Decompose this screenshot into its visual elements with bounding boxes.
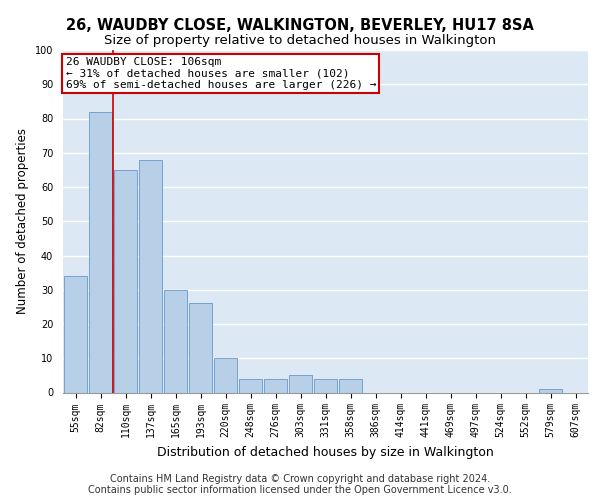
Bar (339, 379, 362, 392)
Bar (539, 389, 562, 392)
Bar (139, 160, 162, 392)
Y-axis label: Number of detached properties: Number of detached properties (16, 128, 29, 314)
Text: Contains HM Land Registry data © Crown copyright and database right 2024.: Contains HM Land Registry data © Crown c… (110, 474, 490, 484)
X-axis label: Distribution of detached houses by size in Walkington: Distribution of detached houses by size … (157, 446, 494, 459)
Text: Size of property relative to detached houses in Walkington: Size of property relative to detached ho… (104, 34, 496, 47)
Bar (289, 376, 312, 392)
Text: 26 WAUDBY CLOSE: 106sqm
← 31% of detached houses are smaller (102)
69% of semi-d: 26 WAUDBY CLOSE: 106sqm ← 31% of detache… (65, 57, 376, 90)
Bar (164, 290, 187, 392)
Bar (114, 170, 137, 392)
Text: 26, WAUDBY CLOSE, WALKINGTON, BEVERLEY, HU17 8SA: 26, WAUDBY CLOSE, WALKINGTON, BEVERLEY, … (66, 18, 534, 32)
Bar (264, 379, 287, 392)
Bar (239, 379, 262, 392)
Bar (89, 112, 112, 392)
Bar (214, 358, 237, 392)
Bar (189, 304, 212, 392)
Bar (314, 379, 337, 392)
Text: Contains public sector information licensed under the Open Government Licence v3: Contains public sector information licen… (88, 485, 512, 495)
Bar (64, 276, 87, 392)
